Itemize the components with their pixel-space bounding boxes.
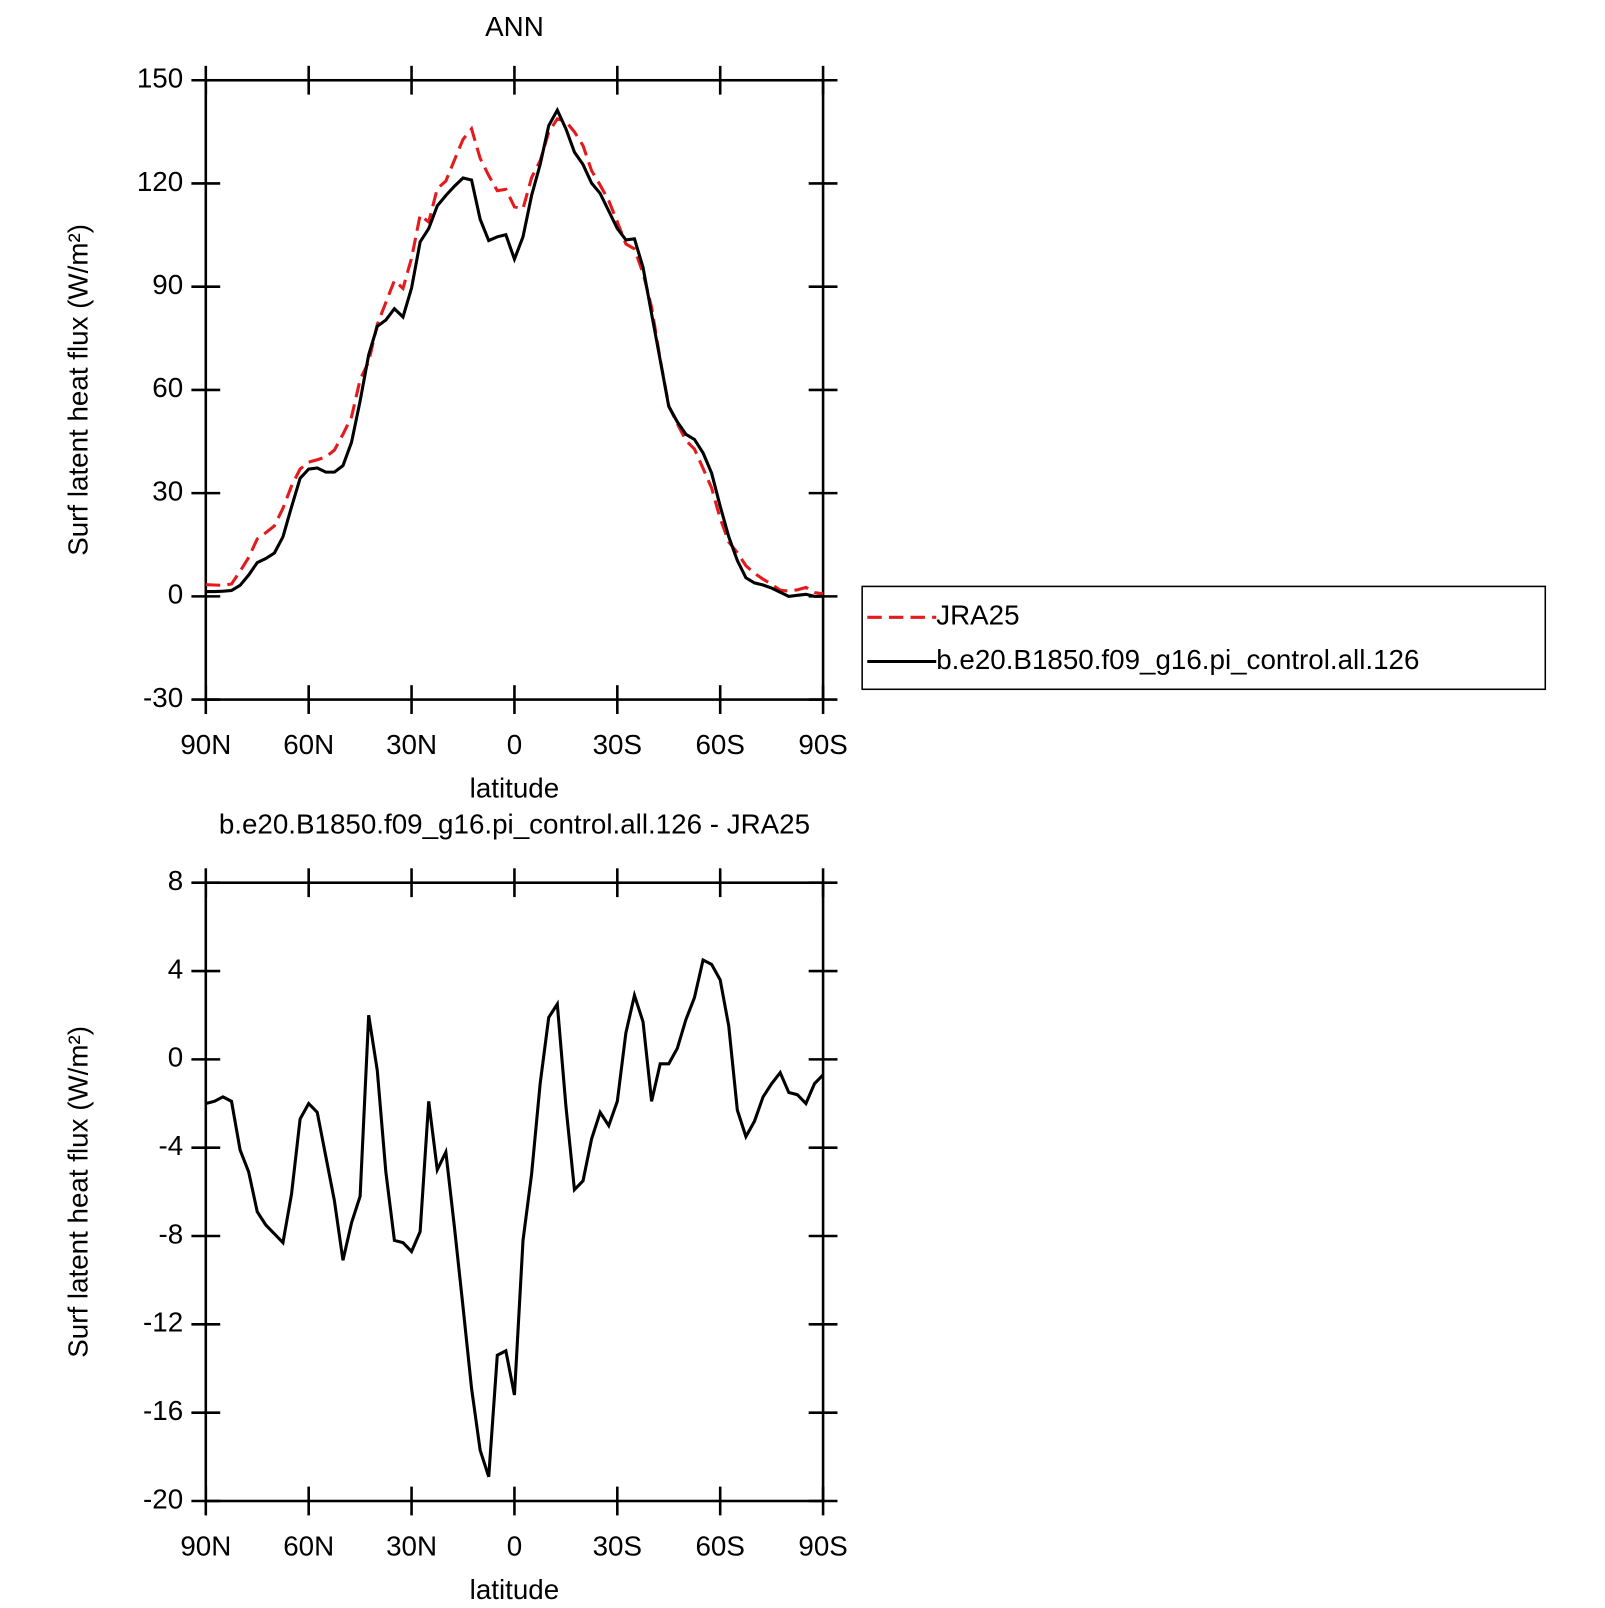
y-tick-label: -4 [158,1130,183,1161]
y-tick-label: 0 [168,1042,183,1073]
x-axis-label: latitude [470,772,560,803]
x-tick-label: 0 [507,729,522,760]
series-line [205,957,825,1478]
y-tick-label: 30 [152,475,183,506]
y-tick-label: 0 [168,579,183,610]
y-tick-label: 150 [137,63,183,94]
y-tick-label: -8 [158,1218,183,1249]
plot-frame [204,78,825,701]
x-tick-label: 30N [386,729,437,760]
x-tick-label: 30S [593,729,642,760]
chart-title: ANN [485,11,544,42]
y-tick-label: -16 [143,1395,183,1426]
x-tick-label: 90N [180,729,231,760]
y-tick-label: 8 [168,865,183,896]
y-axis-label: Surf latent heat flux (W/m²) [63,224,94,556]
y-tick-label: -30 [143,682,183,713]
plot-frame [204,881,825,1503]
y-axis-label: Surf latent heat flux (W/m²) [63,1026,94,1358]
y-tick-label: -12 [143,1307,183,1338]
x-tick-label: 90S [798,729,847,760]
x-tick-label: 60S [695,729,744,760]
y-tick-label: 4 [168,953,183,984]
x-tick-label: 90S [798,1531,847,1562]
chart-title: b.e20.B1850.f09_g16.pi_control.all.126 -… [219,808,810,839]
series-line [205,106,824,598]
x-tick-label: 60N [283,729,334,760]
x-tick-label: 0 [507,1531,522,1562]
y-tick-label: 120 [137,166,183,197]
series-line [205,116,824,596]
legend-box [861,585,1547,691]
legend-label: b.e20.B1850.f09_g16.pi_control.all.126 [936,644,1419,675]
y-tick-label: 90 [152,269,183,300]
y-tick-label: 60 [152,372,183,403]
legend-label: JRA25 [936,600,1019,631]
x-tick-label: 60N [283,1531,334,1562]
x-axis-label: latitude [470,1574,560,1605]
legend: JRA25 b.e20.B1850.f09_g16.pi_control.all.… [861,585,1547,691]
x-tick-label: 90N [180,1531,231,1562]
x-tick-label: 60S [695,1531,744,1562]
x-tick-label: 30N [386,1531,437,1562]
y-tick-label: -20 [143,1483,183,1514]
x-tick-label: 30S [593,1531,642,1562]
